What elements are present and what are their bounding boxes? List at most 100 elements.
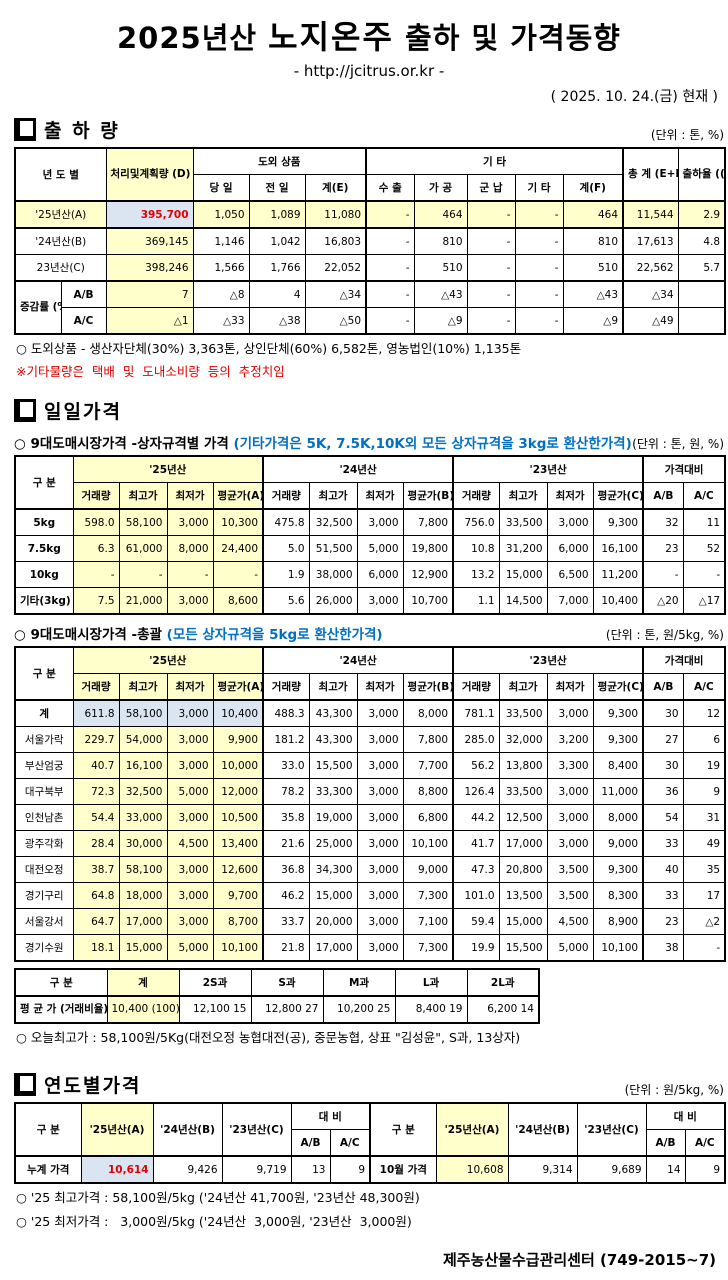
table-row: '25년산(A) 395,700 1,050 1,089 11,080-464- -464…: [14, 200, 726, 229]
table-cell: 9,000: [592, 830, 644, 858]
table-cell: △33: [192, 307, 250, 335]
note-outside-products: ○ 도외상품 - 생산자단체(30%) 3,363톤, 상인단체(60%) 6,…: [16, 341, 522, 356]
table-cell: △43: [413, 280, 468, 308]
table-header-cell: 최저가: [546, 673, 594, 702]
table-header-cell: '24년산(B): [152, 1102, 223, 1158]
table-cell: 54: [642, 804, 684, 832]
table-cell: 9: [329, 1155, 371, 1184]
market-summary-table: 구 분 '25년산 '24년산 '23년산 가격대비 거래량 최고가 최저가 평균가(A) 거래량…: [14, 646, 727, 963]
table-header-cell: A/B: [60, 280, 107, 308]
table-cell: 10,400: [212, 699, 264, 728]
table-header-cell: 2L과: [466, 968, 540, 998]
table-row: 7.5kg 6.3 61,000 8,000 24,400 5.0 51,500 5,000 1…: [14, 535, 726, 563]
table-header-cell: 구 분: [369, 1102, 437, 1158]
table-cell: 33,000: [118, 804, 168, 832]
table-header-cell: 최고가: [308, 673, 358, 702]
table-cell: 3,000: [356, 587, 404, 615]
table-cell: 13: [290, 1155, 331, 1184]
table-cell: 15,500: [308, 752, 358, 780]
table-cell: -: [514, 254, 564, 282]
table-cell: 59.4: [452, 908, 500, 936]
table-cell: 36.8: [262, 856, 310, 884]
table-cell: 43,300: [308, 699, 358, 728]
table-cell: 대구북부: [14, 778, 74, 806]
table-cell: [677, 280, 726, 308]
table-cell: △2: [682, 908, 726, 936]
table-cell: 9,300: [592, 856, 644, 884]
table-cell: 17: [682, 882, 726, 910]
table-cell: 30,000: [118, 830, 168, 858]
table-cell: 43,300: [308, 726, 358, 754]
table-header-cell: 년 도 별: [14, 147, 107, 202]
table-cell: 12,600: [212, 856, 264, 884]
title-product: 노지온주: [268, 18, 394, 56]
table-cell: 35.8: [262, 804, 310, 832]
table-cell: 510: [413, 254, 468, 282]
table-cell: 3,000: [356, 508, 404, 537]
square-bullet-icon: [14, 1073, 36, 1097]
table-cell: 1.9: [262, 561, 310, 589]
table-cell: -: [365, 307, 415, 335]
table-cell: -: [466, 307, 516, 335]
boxsize-subsection-label: ○ 9대도매시장가격 -상자규격별 가격: [14, 436, 234, 453]
table-cell: 10.8: [452, 535, 500, 563]
table-header-cell: 출하율 ((E+F)/D): [677, 147, 726, 202]
table-cell: 5,000: [356, 535, 404, 563]
table-cell: 10,500: [212, 804, 264, 832]
table-cell: 3,200: [546, 726, 594, 754]
table-cell: 5,000: [166, 934, 214, 962]
table-cell: 398,246: [105, 254, 194, 282]
unit-label-summary: (단위 : 톤, 원/5kg, %): [605, 628, 724, 643]
section-title-shipment: 출 하 량: [14, 116, 120, 143]
table-cell: -: [118, 561, 168, 589]
table-cell: 3,000: [166, 699, 214, 728]
table-cell: 9,314: [507, 1155, 578, 1184]
table-cell: 3,000: [166, 587, 214, 615]
as-of-date: ( 2025. 10. 24.(금) 현재 ): [550, 89, 718, 105]
table-cell: 3,000: [166, 752, 214, 780]
table-cell: 33: [642, 882, 684, 910]
table-cell: 33.7: [262, 908, 310, 936]
table-cell: 31,200: [498, 535, 548, 563]
table-header-cell: '25년산: [72, 646, 264, 675]
table-cell: 11: [682, 508, 726, 537]
table-cell: 8,600: [212, 587, 264, 615]
table-cell: 인천남촌: [14, 804, 74, 832]
table-cell: 30: [642, 752, 684, 780]
table-header-cell: 대 비: [290, 1102, 371, 1131]
table-cell: 13,500: [498, 882, 548, 910]
table-cell: 49: [682, 830, 726, 858]
table-cell: 7,000: [546, 587, 594, 615]
table-cell: 33,500: [498, 508, 548, 537]
table-cell: 33,300: [308, 778, 358, 806]
table-cell: 10,200 25: [322, 995, 396, 1024]
table-header-cell: '25년산: [72, 455, 264, 484]
table-cell: 3,000: [166, 856, 214, 884]
table-header-cell: A/C: [682, 673, 726, 702]
table-header-cell: 거래량: [72, 673, 120, 702]
table-cell: 24,400: [212, 535, 264, 563]
unit-label-shipment: (단위 : 톤, %): [650, 128, 724, 142]
table-row: 서울강서 64.7 17,000 3,000 8,700 33.7 20,000 3,000 7…: [14, 908, 726, 936]
table-cell: 32,500: [308, 508, 358, 537]
table-cell: 1,042: [248, 227, 306, 255]
boxsize-conversion-note: (기타가격은 5K, 7.5K,10K외 모든 상자규격을 3kg로 환산한가격…: [233, 436, 632, 453]
table-cell: 72.3: [72, 778, 120, 806]
table-cell: △38: [248, 307, 306, 335]
table-cell: 5.0: [262, 535, 310, 563]
table-cell: 4: [248, 280, 306, 308]
table-row: 기타(3kg) 7.5 21,000 3,000 8,600 5.6 26,000 3,000…: [14, 587, 726, 615]
table-cell: 17,000: [308, 934, 358, 962]
table-cell: 58,100: [118, 508, 168, 537]
table-cell: 33.0: [262, 752, 310, 780]
table-cell: 5,000: [166, 778, 214, 806]
table-header-cell: 총 계 (E+F): [622, 147, 679, 202]
table-cell: 8,000: [592, 804, 644, 832]
square-bullet-icon: [14, 399, 36, 423]
table-row: 23년산(C) 398,246 1,566 1,766 22,052-510- -510 2…: [14, 254, 726, 282]
table-cell: 58,100: [118, 699, 168, 728]
table-header-cell: 계(E): [304, 174, 367, 202]
